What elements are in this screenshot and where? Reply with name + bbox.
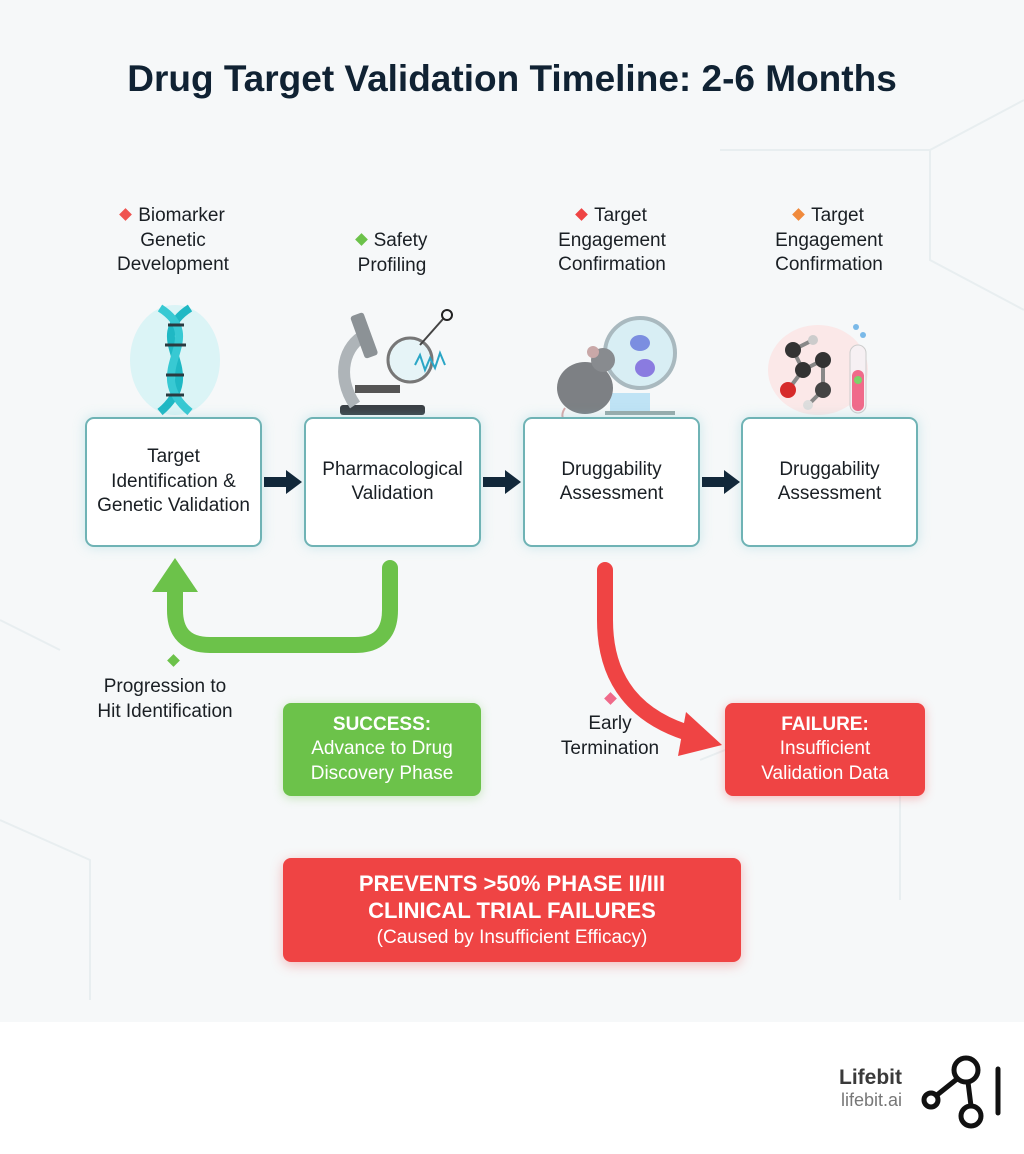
stage-box-pharmacological-validation[interactable]: Pharmacological Validation xyxy=(304,417,481,547)
success-line: Advance to Drug xyxy=(311,738,453,760)
label-line: Development xyxy=(117,254,229,275)
box-line: Druggability xyxy=(779,458,880,480)
brand-text: Lifebit lifebit.ai xyxy=(826,1066,902,1111)
stage-4-label: Target Engagement Confirmation xyxy=(729,204,929,278)
diamond-bullet-icon xyxy=(575,208,588,221)
label-line: Early xyxy=(588,713,632,734)
label-line: Target xyxy=(811,205,864,226)
brand-name: Lifebit xyxy=(839,1066,902,1089)
box-line: Genetic Validation xyxy=(97,495,250,517)
arrow-right-icon xyxy=(264,470,302,494)
banner-subtitle: (Caused by Insufficient Efficacy) xyxy=(376,926,648,948)
arrow-right-icon xyxy=(702,470,740,494)
label-line: Hit Identification xyxy=(97,700,233,722)
diagram-canvas: Drug Target Validation Timeline: 2-6 Mon… xyxy=(0,58,1024,1000)
label-line: Confirmation xyxy=(558,254,666,275)
brand-url: lifebit.ai xyxy=(840,1090,902,1110)
box-line: Identification & xyxy=(111,470,236,492)
label-line: Confirmation xyxy=(775,254,883,275)
termination-arrow-icon xyxy=(597,562,722,756)
box-line: Assessment xyxy=(777,483,882,504)
stage-box-druggability-assessment[interactable]: Druggability Assessment xyxy=(523,417,700,547)
failure-line: Validation Data xyxy=(761,762,889,784)
diamond-bullet-icon xyxy=(119,208,133,221)
label-line: Target xyxy=(594,205,647,226)
lifebit-logo-icon xyxy=(921,1055,1001,1129)
banner-line: PREVENTS >50% PHASE II/III xyxy=(358,870,666,896)
progression-label: Progression to Hit Identification xyxy=(65,675,265,724)
stage-1-label: Biomarker Genetic Development xyxy=(73,204,273,278)
failure-line: Insufficient xyxy=(779,738,871,760)
label-line: Engagement xyxy=(558,229,666,251)
impact-banner: PREVENTS >50% PHASE II/III CLINICAL TRIA… xyxy=(283,858,741,962)
success-title: SUCCESS: xyxy=(332,713,432,735)
progression-loop-arrow-icon xyxy=(152,558,398,653)
stage-3-label: Target Engagement Confirmation xyxy=(512,204,712,278)
stage-box-target-identification[interactable]: Target Identification & Genetic Validation xyxy=(85,417,262,547)
label-line: Genetic xyxy=(140,229,206,251)
box-line: Pharmacological xyxy=(322,458,463,480)
label-line: Biomarker xyxy=(138,205,225,226)
microscope-icon xyxy=(338,309,453,415)
box-line: Target xyxy=(147,446,200,468)
diamond-bullet-icon xyxy=(354,233,368,246)
stage-2-label: Safety Profiling xyxy=(292,229,492,278)
failure-box: FAILURE: Insufficient Validation Data xyxy=(725,703,925,796)
label-line: Safety xyxy=(373,230,428,251)
banner-line: CLINICAL TRIAL FAILURES xyxy=(368,897,656,923)
lab-mouse-icon xyxy=(557,316,677,428)
box-line: Validation xyxy=(351,483,434,504)
diamond-bullet-icon xyxy=(792,208,805,221)
box-line: Assessment xyxy=(559,483,664,504)
dna-helix-icon xyxy=(130,304,220,416)
arrow-right-icon xyxy=(483,470,521,494)
label-line: Progression to xyxy=(103,676,227,697)
success-line: Discovery Phase xyxy=(310,762,454,784)
molecule-test-tube-icon xyxy=(768,324,868,415)
failure-title: FAILURE: xyxy=(781,713,869,735)
termination-label: Early Termination xyxy=(530,712,690,761)
label-line: Profiling xyxy=(357,254,427,276)
success-box: SUCCESS: Advance to Drug Discovery Phase xyxy=(283,703,481,796)
label-line: Engagement xyxy=(775,229,883,251)
label-line: Termination xyxy=(560,737,660,759)
stage-box-druggability-assessment-2[interactable]: Druggability Assessment xyxy=(741,417,918,547)
box-line: Druggability xyxy=(561,458,662,480)
page-title: Drug Target Validation Timeline: 2-6 Mon… xyxy=(127,58,897,99)
